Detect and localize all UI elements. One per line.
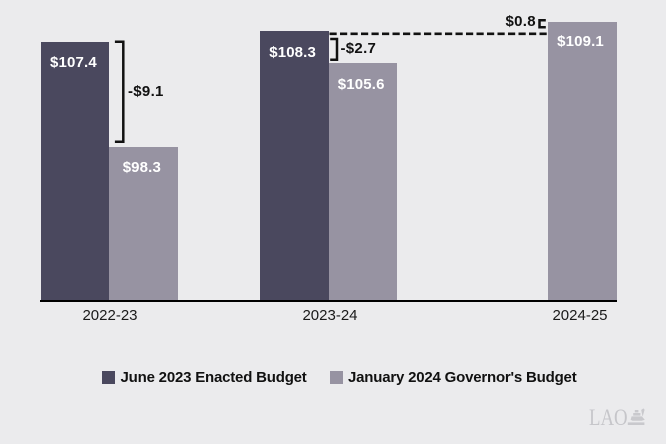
svg-text:LAO: LAO bbox=[589, 405, 628, 431]
